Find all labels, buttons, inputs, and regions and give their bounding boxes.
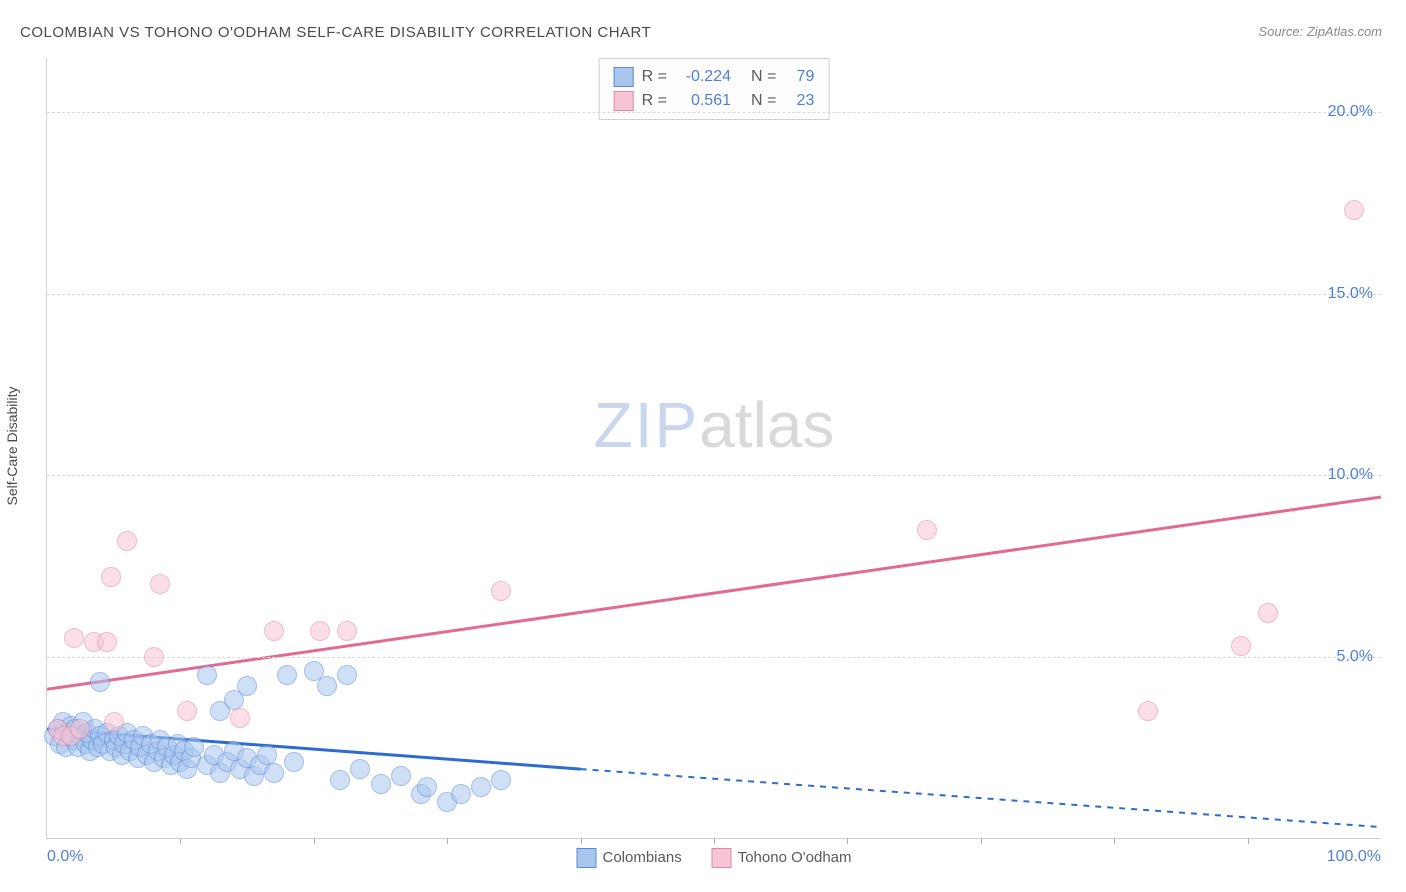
chart-title: COLOMBIAN VS TOHONO O'ODHAM SELF-CARE DI…: [20, 24, 651, 41]
x-tick-mark: [1248, 838, 1249, 844]
gridline: [47, 294, 1381, 295]
legend-n-value: 23: [784, 89, 814, 113]
y-tick-label: 20.0%: [1328, 103, 1373, 121]
footer-legend-item: Tohono O'odham: [712, 848, 852, 868]
series-legend: Colombians Tohono O'odham: [577, 848, 852, 868]
watermark-atlas: atlas: [699, 389, 834, 461]
footer-legend-item: Colombians: [577, 848, 682, 868]
watermark-zip: ZIP: [594, 389, 700, 461]
x-tick-mark: [1114, 838, 1115, 844]
plot-area: ZIPatlas R =-0.224N =79R =0.561N =23 Col…: [46, 58, 1381, 839]
scatter-point: [257, 745, 277, 765]
scatter-point: [177, 701, 197, 721]
scatter-point: [264, 763, 284, 783]
scatter-point: [70, 719, 90, 739]
scatter-point: [417, 777, 437, 797]
scatter-point: [101, 567, 121, 587]
scatter-point: [284, 752, 304, 772]
x-tick-mark: [314, 838, 315, 844]
scatter-point: [310, 621, 330, 641]
scatter-point: [330, 770, 350, 790]
legend-swatch: [614, 91, 634, 111]
legend-row: R = 0.561 N = 23: [614, 89, 815, 113]
scatter-point: [264, 621, 284, 641]
scatter-point: [491, 581, 511, 601]
y-tick-label: 15.0%: [1328, 285, 1373, 303]
scatter-point: [277, 665, 297, 685]
scatter-point: [917, 520, 937, 540]
scatter-point: [104, 712, 124, 732]
source-label: Source: ZipAtlas.com: [1258, 24, 1382, 39]
legend-r-label: R =: [642, 65, 667, 89]
x-tick-mark: [847, 838, 848, 844]
scatter-point: [337, 621, 357, 641]
footer-swatch: [577, 848, 597, 868]
scatter-point: [1344, 200, 1364, 220]
legend-n-label: N =: [751, 89, 776, 113]
scatter-point: [97, 632, 117, 652]
scatter-point: [451, 784, 471, 804]
x-tick-mark: [581, 838, 582, 844]
scatter-point: [391, 766, 411, 786]
x-tick-mark: [981, 838, 982, 844]
footer-label: Colombians: [603, 849, 682, 866]
scatter-point: [350, 759, 370, 779]
legend-row: R = -0.224 N = 79: [614, 65, 815, 89]
scatter-point: [144, 647, 164, 667]
watermark: ZIPatlas: [594, 388, 835, 462]
scatter-point: [491, 770, 511, 790]
legend-n-value: 79: [784, 65, 814, 89]
gridline: [47, 112, 1381, 113]
legend-swatch: [614, 67, 634, 87]
gridline: [47, 657, 1381, 658]
scatter-point: [1138, 701, 1158, 721]
scatter-point: [184, 737, 204, 757]
scatter-point: [230, 708, 250, 728]
legend-r-value: -0.224: [675, 65, 731, 89]
x-tick-mark: [447, 838, 448, 844]
scatter-point: [317, 676, 337, 696]
scatter-point: [1231, 636, 1251, 656]
correlation-legend: R = -0.224 N = 79 R = 0.561 N = 23: [599, 58, 830, 120]
scatter-point: [471, 777, 491, 797]
footer-swatch: [712, 848, 732, 868]
y-tick-label: 5.0%: [1337, 648, 1373, 666]
x-tick-mark: [180, 838, 181, 844]
scatter-point: [90, 672, 110, 692]
scatter-point: [1258, 603, 1278, 623]
gridline: [47, 475, 1381, 476]
x-tick-label: 0.0%: [47, 848, 83, 866]
legend-r-value: 0.561: [675, 89, 731, 113]
y-axis-label: Self-Care Disability: [4, 386, 20, 505]
legend-n-label: N =: [751, 65, 776, 89]
scatter-point: [371, 774, 391, 794]
legend-r-label: R =: [642, 89, 667, 113]
x-tick-mark: [714, 838, 715, 844]
scatter-point: [150, 574, 170, 594]
scatter-point: [197, 665, 217, 685]
y-tick-label: 10.0%: [1328, 466, 1373, 484]
scatter-point: [64, 628, 84, 648]
scatter-point: [117, 531, 137, 551]
scatter-point: [337, 665, 357, 685]
x-tick-label: 100.0%: [1327, 848, 1381, 866]
footer-label: Tohono O'odham: [738, 849, 852, 866]
scatter-point: [237, 676, 257, 696]
